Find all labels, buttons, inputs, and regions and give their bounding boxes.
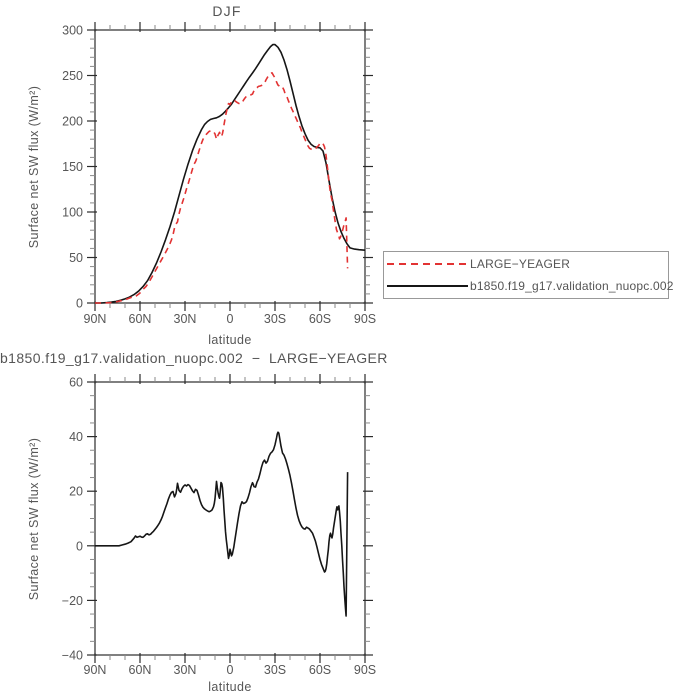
plot-frame	[94, 29, 366, 304]
x-tick-label: 90N	[84, 663, 107, 677]
black-solid-line-sample	[387, 285, 468, 288]
x-tick-label: 30S	[264, 312, 286, 326]
plot-frame	[94, 381, 366, 656]
x-tick-label: 90S	[354, 663, 376, 677]
x-tick-label: 60S	[309, 312, 331, 326]
bottom-chart-series	[95, 431, 349, 617]
y-tick-label: 60	[69, 376, 83, 390]
x-tick-label: 90S	[354, 312, 376, 326]
bottom-x-axis-label: latitude	[208, 680, 252, 694]
y-tick-label: 300	[62, 24, 83, 38]
y-tick-label: −20	[62, 594, 83, 608]
bottom-chart-title: b1850.f19_g17.validation_nuopc.002 − LAR…	[0, 350, 388, 366]
y-tick-label: 40	[69, 430, 83, 444]
x-tick-label: 60N	[129, 663, 152, 677]
y-tick-label: −40	[62, 649, 83, 663]
y-tick-label: 100	[62, 206, 83, 220]
x-tick-label: 60S	[309, 663, 331, 677]
x-tick-label: 90N	[84, 312, 107, 326]
y-tick-label: 0	[76, 539, 83, 553]
x-tick-label: 30N	[174, 663, 197, 677]
series-line-b1850-f19-g17-validation-nuopc-002	[95, 43, 366, 304]
y-tick-label: 20	[69, 485, 83, 499]
legend-item-obs: LARGE−YEAGER	[384, 253, 668, 275]
x-tick-label: 30S	[264, 663, 286, 677]
y-tick-label: 150	[62, 160, 83, 174]
series-line-large-yeager	[95, 72, 349, 304]
legend-label-model: b1850.f19_g17.validation_nuopc.002	[470, 279, 674, 294]
y-tick-label: 0	[76, 297, 83, 311]
legend-label-obs: LARGE−YEAGER	[470, 256, 571, 271]
bottom-y-axis-label: Surface net SW flux (W/m²)	[27, 438, 41, 601]
legend-box: LARGE−YEAGER b1850.f19_g17.validation_nu…	[383, 251, 673, 299]
bottom-chart-axes: 90N 60N 30N 0 30S 60S 90S −40 −20 0 20 40 60	[62, 374, 376, 677]
y-tick-label: 250	[62, 69, 83, 83]
series-line-difference	[95, 431, 349, 617]
y-tick-label: 200	[62, 115, 83, 129]
top-chart-title: DJF	[212, 3, 241, 19]
red-dashed-line-sample	[387, 262, 468, 265]
y-tick-label: 50	[69, 251, 83, 265]
top-chart-axes: 90N 60N 30N 0 30S 60S 90S 0 50 100 150 200 250 300	[62, 22, 376, 326]
x-tick-label: 60N	[129, 312, 152, 326]
legend-item-model: b1850.f19_g17.validation_nuopc.002	[384, 275, 673, 297]
top-x-axis-label: latitude	[208, 333, 252, 347]
x-tick-label: 0	[227, 663, 234, 677]
x-tick-label: 0	[227, 312, 234, 326]
top-y-axis-label: Surface net SW flux (W/m²)	[27, 86, 41, 249]
top-chart-series	[95, 43, 366, 304]
x-tick-label: 30N	[174, 312, 197, 326]
